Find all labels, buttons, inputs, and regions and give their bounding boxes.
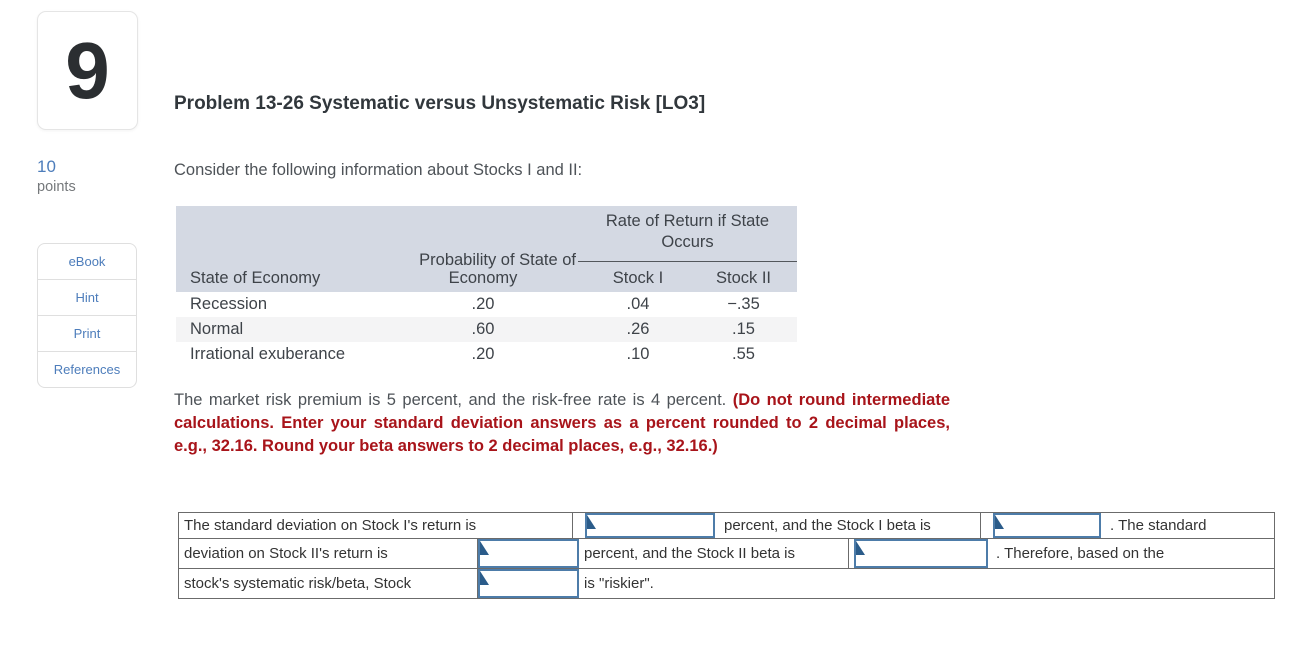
question-number: 9 <box>65 25 110 115</box>
stock2-column-header: Stock II <box>715 269 772 287</box>
answer-input-cell <box>981 513 1105 538</box>
answer-table: The standard deviation on Stock I's retu… <box>178 512 1275 599</box>
stock1-cell: .26 <box>626 320 650 338</box>
answer-text: . The standard <box>1110 517 1207 534</box>
state-cell: Recession <box>190 295 268 313</box>
instruction-red-note: (Do not round intermediate calculations.… <box>174 391 950 455</box>
economy-returns-table: Rate of Return if State Occurs Probabili… <box>176 206 797 367</box>
table-row: Normal .60 .26 .15 <box>176 317 797 342</box>
stock2-cell: −.35 <box>727 295 760 313</box>
probability-header-line2: Economy <box>448 269 518 287</box>
hint-button[interactable]: Hint <box>37 279 137 316</box>
page-title: Problem 13-26 Systematic versus Unsystem… <box>174 93 706 114</box>
answer-text: The standard deviation on Stock I's retu… <box>179 513 573 538</box>
stock2-cell: .15 <box>732 320 755 338</box>
answer-text: deviation on Stock II's return is <box>179 539 478 568</box>
probability-cell: .60 <box>471 320 495 338</box>
answer-input-cell <box>478 539 579 568</box>
state-cell: Irrational exuberance <box>190 345 346 363</box>
answer-input-cell <box>478 569 579 598</box>
intro-text: Consider the following information about… <box>174 161 583 179</box>
answer-text: percent, and the Stock II beta is <box>579 539 849 568</box>
riskier-stock-input[interactable] <box>478 569 579 598</box>
stock1-cell: .04 <box>626 295 650 313</box>
answer-input-cell <box>849 539 991 568</box>
rate-of-return-span-header: Rate of Return if State Occurs <box>605 212 770 251</box>
points-value: 10 <box>37 157 56 176</box>
problem-content: Problem 13-26 Systematic versus Unsystem… <box>174 0 1284 665</box>
state-column-header: State of Economy <box>190 269 321 287</box>
ebook-button[interactable]: eBook <box>37 243 137 280</box>
points-block: 10 points <box>37 157 76 196</box>
table-row: Recession .20 .04 −.35 <box>176 292 797 317</box>
probability-header-line1: Probability of State of <box>419 251 576 269</box>
state-cell: Normal <box>190 320 244 338</box>
stock1-cell: .10 <box>626 345 650 363</box>
points-label: points <box>37 179 76 195</box>
instruction-text: The market risk premium is 5 percent, an… <box>174 389 950 458</box>
answer-text: stock's systematic risk/beta, Stock <box>179 569 478 598</box>
print-button[interactable]: Print <box>37 315 137 352</box>
answer-row: The standard deviation on Stock I's retu… <box>179 513 1274 539</box>
header-rule <box>578 261 797 262</box>
stock1-column-header: Stock I <box>612 269 664 287</box>
stock1-stddev-input[interactable] <box>585 513 715 538</box>
answer-row: deviation on Stock II's return is percen… <box>179 539 1274 569</box>
instruction-plain: The market risk premium is 5 percent, an… <box>174 391 727 409</box>
answer-text: is "riskier". <box>584 575 654 592</box>
table-header: Rate of Return if State Occurs Probabili… <box>176 206 797 292</box>
stock2-cell: .55 <box>732 345 755 363</box>
stock1-beta-input[interactable] <box>993 513 1101 538</box>
references-button[interactable]: References <box>37 351 137 388</box>
answer-text: percent, and the Stock I beta is <box>719 513 981 538</box>
probability-cell: .20 <box>471 345 495 363</box>
answer-text: . Therefore, based on the <box>996 545 1165 562</box>
stock2-stddev-input[interactable] <box>478 539 579 568</box>
table-row: Irrational exuberance .20 .10 .55 <box>176 342 797 367</box>
question-number-card: 9 <box>37 11 138 130</box>
answer-input-cell <box>573 513 719 538</box>
probability-cell: .20 <box>471 295 495 313</box>
answer-row: stock's systematic risk/beta, Stock is "… <box>179 569 1274 598</box>
stock2-beta-input[interactable] <box>854 539 988 568</box>
resource-button-stack: eBook Hint Print References <box>37 243 137 388</box>
